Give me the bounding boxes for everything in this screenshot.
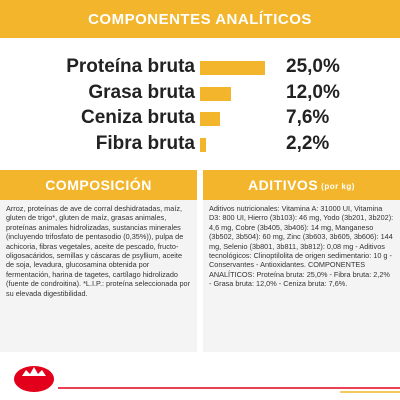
analytic-row: Ceniza bruta 7,6% [0,106,400,132]
analytic-row: Proteína bruta 25,0% [0,55,400,81]
analytic-label: Fibra bruta [95,132,195,154]
additives-title: ADITIVOS [248,177,319,193]
analytics: Proteína bruta 25,0% Grasa bruta 12,0% Ceniz… [0,55,400,157]
additives-box: ADITIVOS (por kg) Aditivos nutricionales:… [203,170,400,352]
analytic-label: Ceniza bruta [80,107,195,128]
composition-title: COMPOSICIÓN [0,170,197,200]
analytic-bar [200,61,265,75]
footer-bg [0,352,400,400]
logo [14,366,54,392]
header: COMPONENTES ANALÍTICOS [0,0,400,38]
additives-text: Aditivos nutricionales: Vitamina A: 3100… [209,204,394,289]
analytic-label: Grasa bruta [88,81,195,103]
analytic-value: 25,0% [286,56,340,77]
analytic-label: Proteína bruta [66,56,195,77]
logo-crown [22,367,46,376]
analytic-bar [200,137,206,152]
analytic-bar [200,86,232,101]
analytic-value: 2,2% [286,132,330,154]
composition-box: COMPOSICIÓN Arroz, proteínas de ave de c… [0,170,197,352]
analytic-bar [200,112,220,126]
analytic-value: 7,6% [286,107,330,128]
additives-header: ADITIVOS (por kg) [203,170,400,200]
analytic-row: Fibra bruta 2,2% [0,132,400,158]
analytic-row: Grasa bruta 12,0% [0,81,400,107]
additives-note: (por kg) [321,182,355,191]
analytic-value: 12,0% [286,81,340,103]
footer [0,352,400,400]
composition-text: Arroz, proteínas de ave de corral deshid… [6,204,191,298]
